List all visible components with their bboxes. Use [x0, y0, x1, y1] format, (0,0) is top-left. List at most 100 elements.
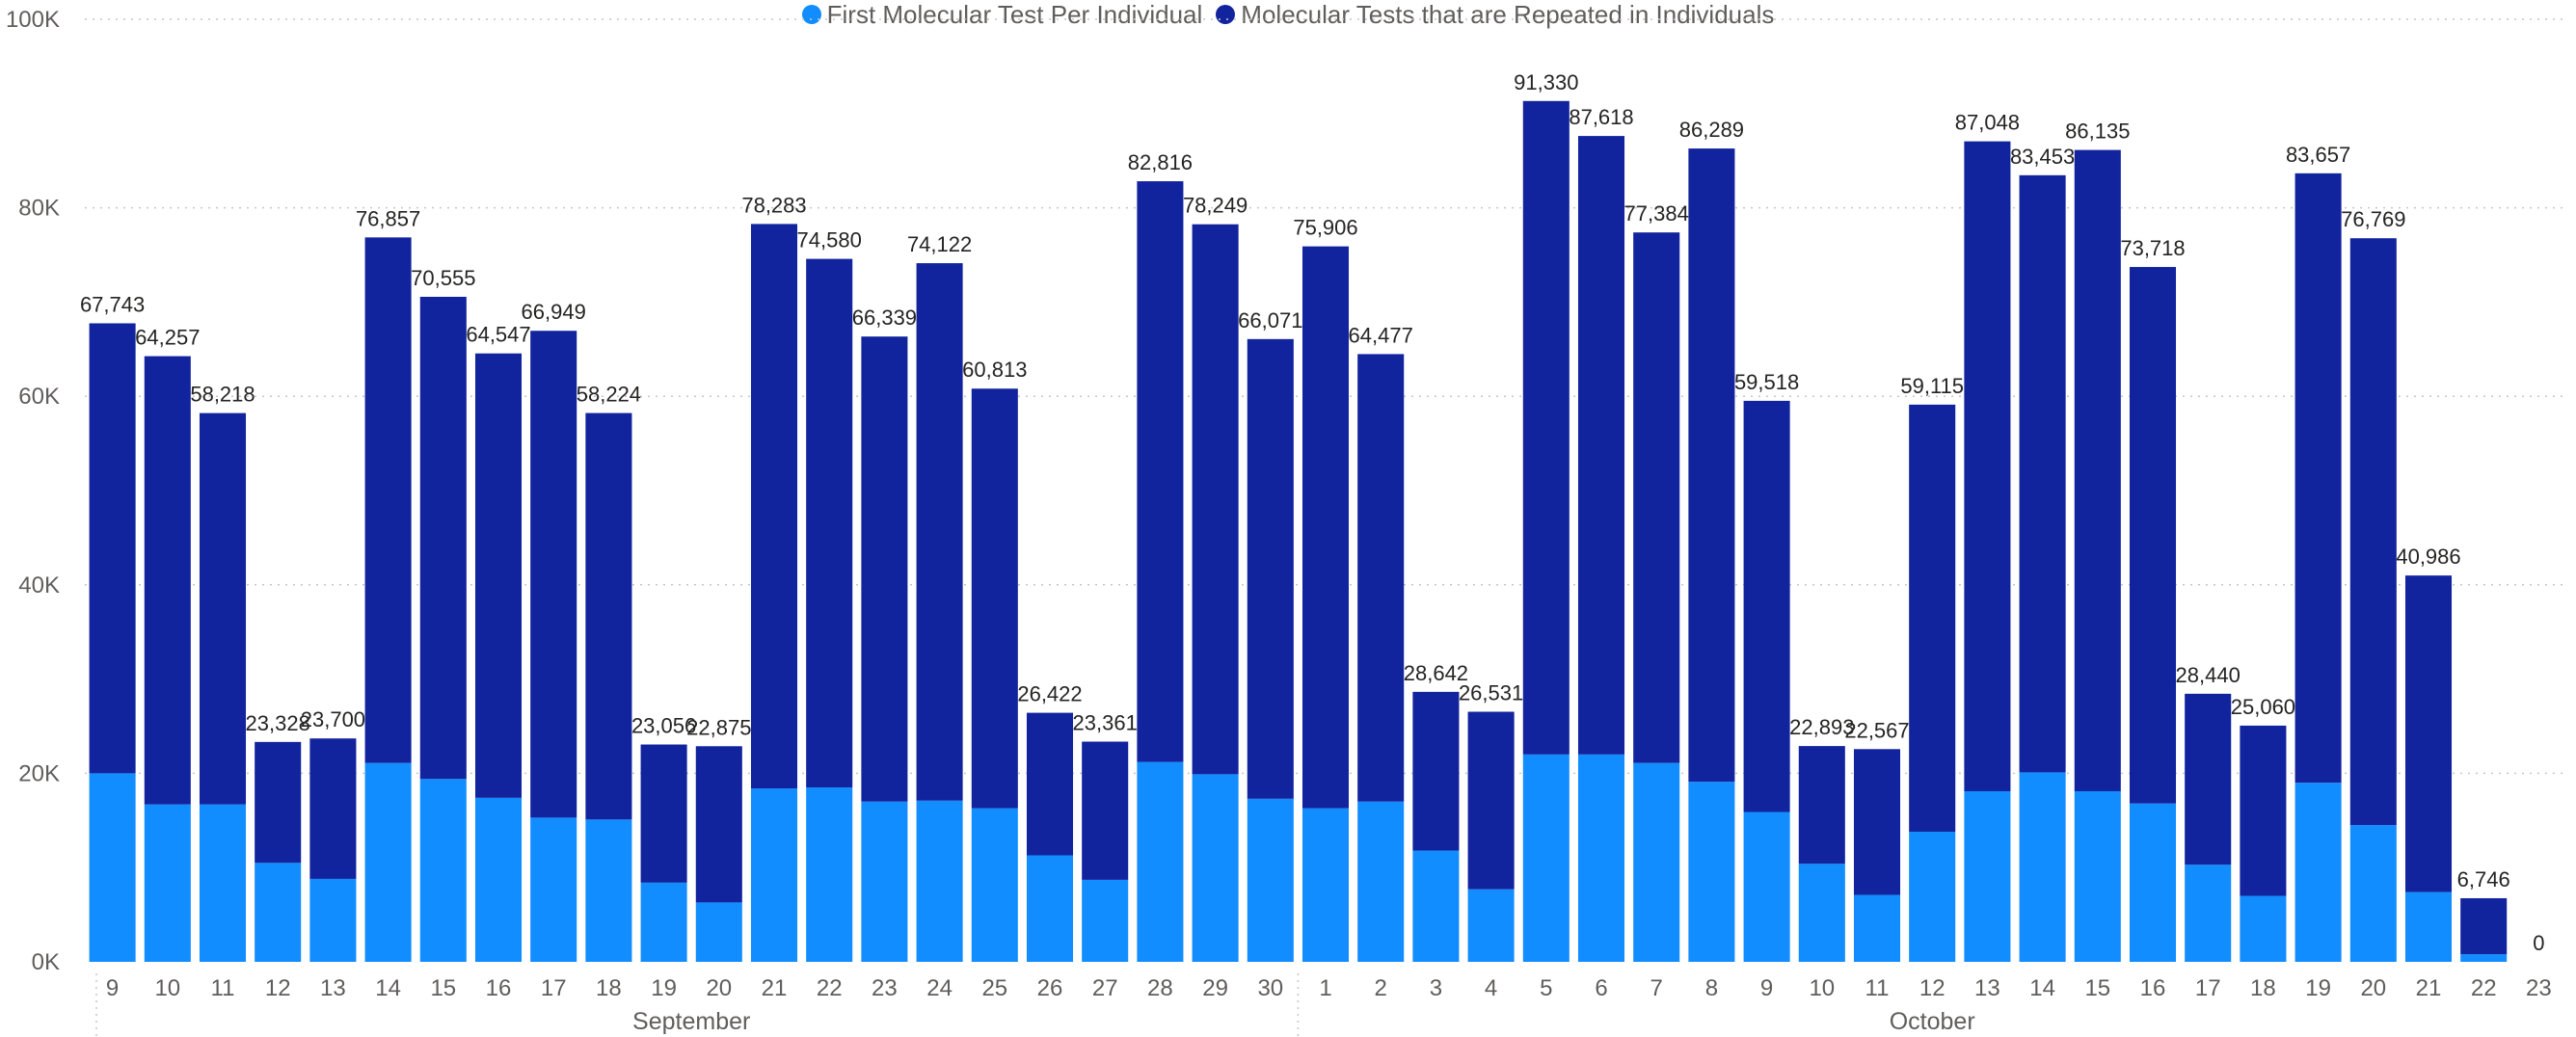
bar-first-test[interactable] — [309, 878, 357, 962]
bar-repeated-tests[interactable] — [1082, 741, 1129, 880]
bar-first-test[interactable] — [364, 762, 412, 962]
bar-first-test[interactable] — [1247, 798, 1294, 962]
bar-first-test[interactable] — [199, 804, 247, 962]
bar-repeated-tests[interactable] — [255, 741, 302, 864]
bar-first-test[interactable] — [1577, 754, 1625, 962]
bar-first-test[interactable] — [2019, 772, 2066, 962]
bar-repeated-tests[interactable] — [585, 412, 632, 820]
bar-repeated-tests[interactable] — [1301, 246, 1350, 809]
bar-repeated-tests[interactable] — [1853, 749, 1901, 895]
bar-repeated-tests[interactable] — [1577, 136, 1625, 755]
bar-first-test[interactable] — [1798, 864, 1845, 962]
bar-first-test[interactable] — [2185, 864, 2232, 962]
bar-repeated-tests[interactable] — [750, 224, 798, 789]
bar-first-test[interactable] — [144, 804, 191, 962]
bar-repeated-tests[interactable] — [640, 744, 687, 883]
bar-first-test[interactable] — [1743, 811, 1790, 962]
bar-first-test[interactable] — [2460, 954, 2508, 962]
bar-first-test[interactable] — [1522, 754, 1570, 962]
bar-repeated-tests[interactable] — [2404, 575, 2453, 892]
bar-repeated-tests[interactable] — [2019, 174, 2066, 773]
bar-repeated-tests[interactable] — [2240, 725, 2287, 896]
bar-first-test[interactable] — [1412, 850, 1460, 962]
bar-repeated-tests[interactable] — [2074, 149, 2121, 791]
x-tick-label: 28 — [1147, 975, 1173, 1001]
bar-first-test[interactable] — [2294, 783, 2342, 962]
bar-first-test[interactable] — [1026, 855, 1074, 962]
bar-repeated-tests[interactable] — [1964, 141, 2011, 791]
bar-first-test[interactable] — [1633, 762, 1680, 962]
bar-repeated-tests[interactable] — [1412, 691, 1460, 851]
bar-repeated-tests[interactable] — [199, 412, 247, 805]
bar-first-test[interactable] — [1964, 790, 2011, 962]
bar-repeated-tests[interactable] — [419, 296, 467, 780]
total-data-label: 78,283 — [741, 193, 806, 217]
bar-repeated-tests[interactable] — [806, 258, 853, 788]
bar-first-test[interactable] — [585, 819, 632, 962]
bar-repeated-tests[interactable] — [144, 356, 191, 805]
legend-dot-repeated-tests — [1216, 5, 1236, 24]
x-tick-label: 23 — [2526, 975, 2552, 1001]
bar-repeated-tests[interactable] — [2185, 693, 2232, 865]
bar-first-test[interactable] — [419, 779, 467, 962]
bar-repeated-tests[interactable] — [1798, 746, 1845, 864]
total-data-label: 59,518 — [1734, 370, 1799, 394]
bar-repeated-tests[interactable] — [1247, 338, 1294, 799]
bar-repeated-tests[interactable] — [861, 336, 908, 802]
bar-first-test[interactable] — [750, 788, 798, 962]
bar-first-test[interactable] — [2349, 825, 2397, 962]
legend-item-repeated-tests[interactable]: Molecular Tests that are Repeated in Ind… — [1216, 0, 1774, 30]
bar-first-test[interactable] — [1192, 774, 1239, 962]
bar-first-test[interactable] — [1909, 832, 1956, 962]
bar-first-test[interactable] — [1853, 894, 1901, 962]
bar-repeated-tests[interactable] — [1357, 354, 1405, 802]
bar-repeated-tests[interactable] — [89, 323, 136, 774]
x-tick-label: 23 — [872, 975, 898, 1001]
legend-dot-first-test — [801, 5, 821, 24]
bar-repeated-tests[interactable] — [2349, 238, 2397, 826]
bar-first-test[interactable] — [1357, 801, 1405, 962]
bar-first-test[interactable] — [2074, 790, 2121, 962]
bar-repeated-tests[interactable] — [1909, 404, 1956, 833]
bar-first-test[interactable] — [806, 787, 853, 962]
bar-first-test[interactable] — [2240, 895, 2287, 962]
bar-first-test[interactable] — [1301, 808, 1350, 962]
bar-first-test[interactable] — [971, 808, 1018, 962]
total-data-label: 64,547 — [466, 323, 530, 347]
total-data-label: 26,422 — [1017, 682, 1082, 706]
bar-repeated-tests[interactable] — [474, 353, 523, 798]
legend-item-first-test[interactable]: First Molecular Test Per Individual — [801, 0, 1202, 30]
bar-first-test[interactable] — [2129, 803, 2177, 962]
bar-first-test[interactable] — [695, 902, 742, 962]
bar-first-test[interactable] — [1688, 782, 1735, 962]
bar-repeated-tests[interactable] — [1026, 712, 1074, 856]
bar-repeated-tests[interactable] — [2129, 267, 2177, 804]
bar-first-test[interactable] — [2404, 891, 2453, 962]
bar-repeated-tests[interactable] — [1467, 711, 1515, 890]
bar-first-test[interactable] — [916, 800, 963, 962]
bar-first-test[interactable] — [640, 882, 687, 962]
bar-repeated-tests[interactable] — [2294, 173, 2342, 784]
bar-repeated-tests[interactable] — [1137, 181, 1184, 762]
bar-repeated-tests[interactable] — [971, 388, 1018, 809]
bar-first-test[interactable] — [474, 797, 523, 962]
bar-first-test[interactable] — [861, 801, 908, 962]
bar-repeated-tests[interactable] — [1688, 148, 1735, 783]
bar-repeated-tests[interactable] — [1633, 232, 1680, 763]
bar-first-test[interactable] — [255, 863, 302, 962]
bar-repeated-tests[interactable] — [364, 237, 412, 763]
bar-repeated-tests[interactable] — [309, 738, 357, 879]
bar-first-test[interactable] — [1467, 889, 1515, 962]
bar-repeated-tests[interactable] — [1192, 224, 1239, 775]
bar-repeated-tests[interactable] — [916, 263, 963, 801]
bar-repeated-tests[interactable] — [2460, 898, 2508, 955]
bar-first-test[interactable] — [89, 773, 136, 962]
bar-repeated-tests[interactable] — [1743, 400, 1790, 812]
bar-first-test[interactable] — [530, 817, 577, 962]
bar-repeated-tests[interactable] — [530, 331, 577, 818]
bar-first-test[interactable] — [1137, 761, 1184, 962]
bar-repeated-tests[interactable] — [695, 746, 742, 903]
bar-first-test[interactable] — [1082, 879, 1129, 962]
x-tick-label: 1 — [1319, 975, 1331, 1001]
bar-repeated-tests[interactable] — [1522, 100, 1570, 755]
